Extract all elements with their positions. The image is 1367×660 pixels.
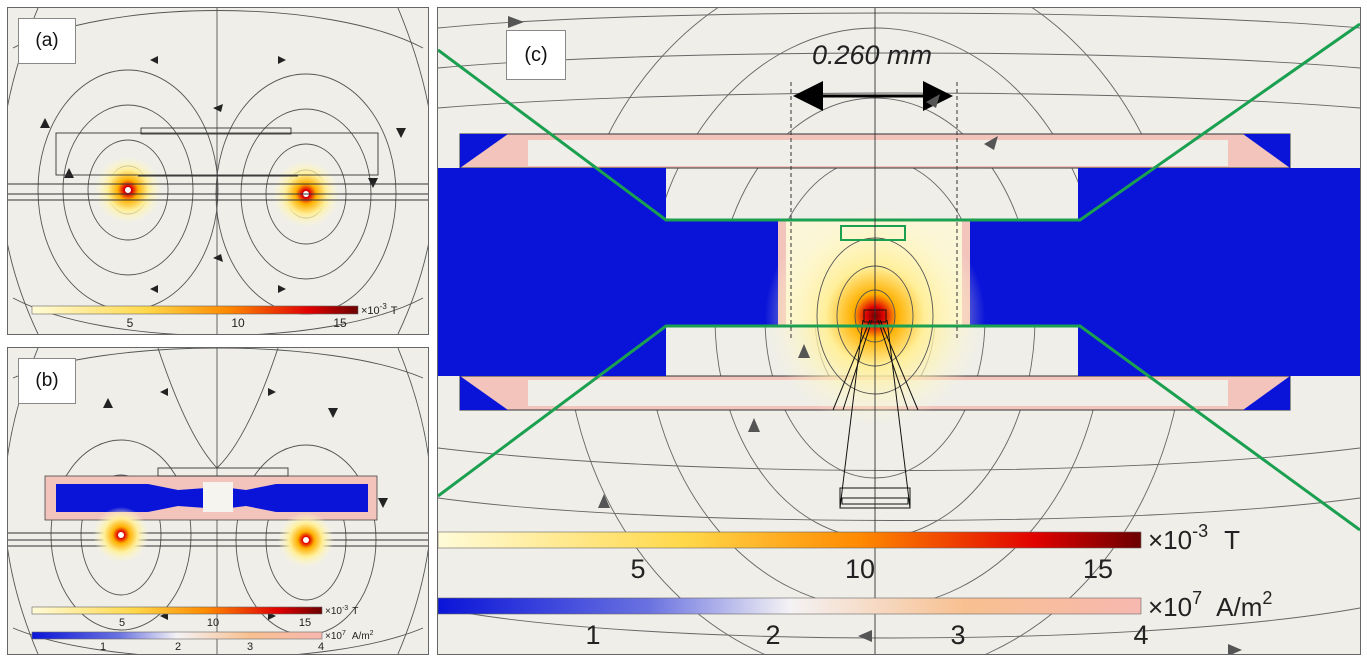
- current-region-right: [968, 168, 1360, 376]
- panel-c-plot: 0.260 mm 5 10 15 ×10-3 T 1 2 3 4 ×107 A/m2: [438, 8, 1360, 654]
- field-tick-2: 10: [845, 554, 875, 584]
- current-tick-4: 4: [318, 641, 324, 653]
- field-colorbar: [31, 305, 359, 315]
- field-tick-1: 5: [630, 554, 645, 584]
- current-tick-1: 1: [100, 641, 106, 653]
- field-colorbar: [438, 531, 1142, 549]
- dimension-label: 0.260 mm: [812, 40, 932, 70]
- panel-label: (a): [18, 18, 76, 64]
- current-colorbar: [31, 631, 323, 640]
- field-arrows: [508, 16, 1242, 654]
- current-tick-2: 2: [765, 620, 780, 650]
- device-outline: [8, 127, 428, 201]
- panel-a: 5 10 15 ×10-3 T (a): [7, 7, 429, 335]
- gap-region: [203, 482, 233, 512]
- field-colorbar: [31, 606, 323, 615]
- current-tick-2: 2: [175, 641, 181, 653]
- panel-b-plot: 5 10 15 ×10-3 T 1 2 3 4 ×107 A/m2: [8, 348, 428, 654]
- green-outline: [438, 22, 1360, 532]
- panel-c: 0.260 mm 5 10 15 ×10-3 T 1 2 3 4 ×107 A/m2…: [437, 7, 1361, 655]
- field-tick-1: 5: [119, 617, 125, 629]
- current-tick-3: 3: [247, 641, 253, 653]
- current-region-left: [438, 168, 780, 376]
- field-tick-2: 10: [231, 316, 245, 330]
- field-tick-3: 15: [299, 617, 311, 629]
- field-multiplier: ×10-3 T: [361, 302, 398, 317]
- current-colorbar: [438, 597, 1142, 615]
- field-tick-3: 15: [333, 316, 347, 330]
- field-tick-2: 10: [207, 617, 219, 629]
- panel-label: (c): [506, 30, 566, 80]
- dimension-annotation: 0.260 mm: [790, 40, 958, 338]
- current-region-right: [230, 484, 368, 512]
- field-multiplier: ×10-3 T: [1148, 521, 1240, 555]
- current-tick-3: 3: [950, 620, 965, 650]
- current-tick-1: 1: [585, 620, 600, 650]
- current-multiplier: ×107 A/m2: [1148, 588, 1272, 622]
- upper-strip-inner: [528, 140, 1228, 166]
- field-tick-3: 15: [1083, 554, 1113, 584]
- panel-b: 5 10 15 ×10-3 T 1 2 3 4 ×107 A/m2 (b): [7, 347, 429, 655]
- device-outline: [8, 467, 428, 547]
- field-arrows: [40, 56, 406, 293]
- current-tick-4: 4: [1133, 620, 1148, 650]
- panel-label: (b): [18, 358, 76, 404]
- field-tick-1: 5: [127, 316, 134, 330]
- current-region-left: [56, 484, 206, 512]
- current-multiplier: ×107 A/m2: [325, 630, 374, 642]
- field-multiplier: ×10-3 T: [325, 605, 358, 617]
